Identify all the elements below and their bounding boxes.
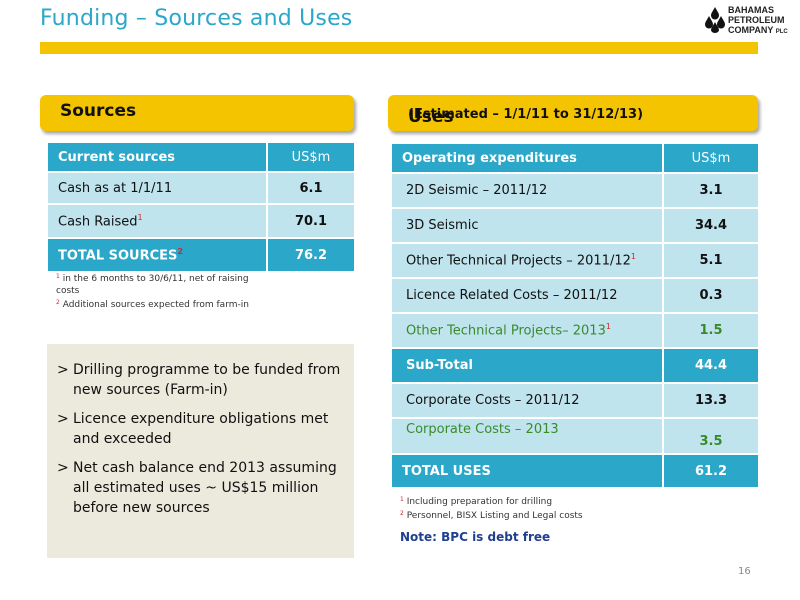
footnote: 1 in the 6 months to 30/6/11, net of rai…	[56, 273, 249, 296]
row-label: Cash Raised	[58, 214, 138, 230]
sources-col-unit: US$m	[266, 141, 356, 173]
uses-heading: Uses	[408, 107, 454, 127]
uses-subtotal-row: Sub-Total 44.4	[390, 347, 760, 384]
logo-line-1: Bahamas	[728, 5, 774, 15]
bullet-item: > Licence expenditure obligations met and…	[57, 411, 329, 447]
total-label: TOTAL SOURCES	[58, 248, 178, 264]
table-row: Other Technical Projects– 20131 1.5	[390, 312, 760, 349]
bullet-item: > Drilling programme to be funded from ne…	[57, 362, 341, 398]
footnote: 2 Additional sources expected from farm-…	[56, 299, 249, 310]
row-label: Cash as at 1/1/11	[58, 180, 173, 196]
slide-title: Funding – Sources and Uses	[40, 6, 353, 31]
uses-subheading: (Estimated – 1/1/11 to 31/12/13)	[408, 107, 644, 122]
uses-table-header: Operating expenditures US$m	[390, 142, 760, 174]
sources-heading: Sources	[60, 101, 137, 121]
key-points-box: > Drilling programme to be funded from ne…	[47, 344, 354, 558]
row-value: 3.1	[662, 172, 760, 209]
table-row: Licence Related Costs – 2011/12 0.3	[390, 277, 760, 314]
sources-col-label: Current sources	[46, 141, 268, 173]
row-label: Other Technical Projects– 2013	[406, 323, 606, 339]
oil-drops-icon	[705, 7, 725, 33]
company-logo: Bahamas Petroleum Company plc	[704, 4, 796, 38]
table-row: 3D Seismic 34.4	[390, 207, 760, 244]
bullet-item: > Net cash balance end 2013 assuming all …	[57, 460, 337, 516]
uses-col-unit: US$m	[662, 142, 760, 174]
row-label: Other Technical Projects – 2011/12	[406, 253, 631, 269]
footnote-marker: 1	[605, 322, 611, 332]
row-value: 34.4	[662, 207, 760, 244]
total-label: TOTAL USES	[390, 453, 664, 489]
row-value: 0.3	[662, 277, 760, 314]
footnote-marker: 2	[177, 246, 183, 256]
page-number: 16	[738, 566, 751, 577]
subtotal-label: Sub-Total	[390, 347, 664, 384]
logo-suffix: plc	[775, 29, 788, 35]
table-row: Corporate Costs – 2011/12 13.3	[390, 382, 760, 419]
logo-line-3: Company	[728, 25, 774, 35]
title-underline-bar	[40, 42, 758, 54]
row-value: 3.5	[662, 417, 760, 455]
row-label: 3D Seismic	[406, 218, 479, 233]
footnote: 1 Including preparation for drilling	[400, 496, 553, 507]
row-label: Licence Related Costs – 2011/12	[406, 288, 618, 303]
uses-table: Operating expenditures US$m 2D Seismic –…	[390, 142, 760, 489]
logo-line-2: Petroleum	[728, 15, 785, 25]
bullet-marker: >	[57, 362, 69, 378]
uses-heading-box: Uses (Estimated – 1/1/11 to 31/12/13)	[388, 95, 758, 131]
row-value: 1.5	[662, 312, 760, 349]
row-label: Corporate Costs – 2011/12	[406, 393, 580, 408]
debt-free-note: Note: BPC is debt free	[400, 530, 551, 544]
sources-footnotes: 1 in the 6 months to 30/6/11, net of rai…	[56, 271, 268, 311]
uses-col-label: Operating expenditures	[390, 142, 664, 174]
row-label: Corporate Costs – 2013	[406, 422, 559, 437]
row-value: 70.1	[266, 203, 356, 239]
uses-total-row: TOTAL USES 61.2	[390, 453, 760, 489]
sources-total-row: TOTAL SOURCES2 76.2	[46, 237, 356, 273]
bullet-marker: >	[57, 411, 69, 427]
row-value: 5.1	[662, 242, 760, 279]
table-row: Corporate Costs – 2013 3.5	[390, 417, 760, 455]
table-row: Cash Raised1 70.1	[46, 203, 356, 239]
table-row: 2D Seismic – 2011/12 3.1	[390, 172, 760, 209]
row-value: 13.3	[662, 382, 760, 419]
table-row: Cash as at 1/1/11 6.1	[46, 171, 356, 205]
footnote: 2 Personnel, BISX Listing and Legal cost…	[400, 510, 583, 521]
sources-table: Current sources US$m Cash as at 1/1/11 6…	[46, 141, 356, 273]
table-row: Other Technical Projects – 2011/121 5.1	[390, 242, 760, 279]
subtotal-value: 44.4	[662, 347, 760, 384]
row-label: 2D Seismic – 2011/12	[406, 183, 548, 198]
sources-table-header: Current sources US$m	[46, 141, 356, 173]
bullet-marker: >	[57, 460, 69, 476]
total-value: 61.2	[662, 453, 760, 489]
total-value: 76.2	[266, 237, 356, 273]
sources-heading-box: Sources	[40, 95, 354, 131]
footnote-marker: 1	[630, 252, 636, 262]
uses-footnotes: 1 Including preparation for drilling 2 P…	[400, 494, 720, 522]
row-value: 6.1	[266, 171, 356, 205]
footnote-marker: 1	[137, 212, 143, 222]
